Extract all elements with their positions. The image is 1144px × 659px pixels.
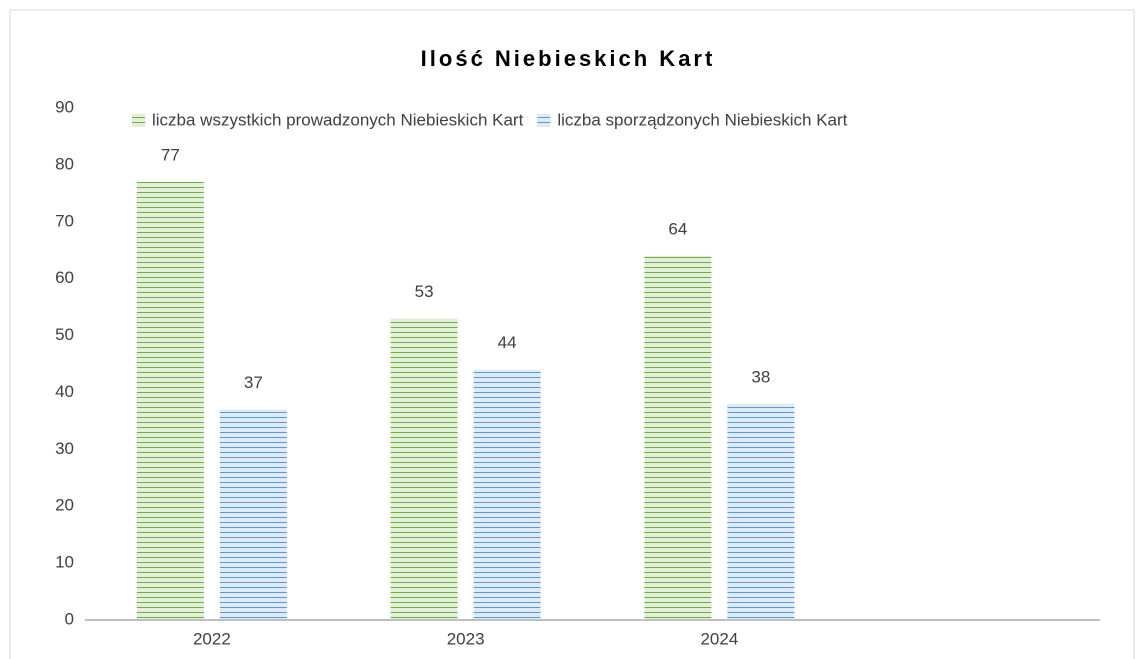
y-tick-label: 80 [55,154,74,173]
x-tick-label: 2022 [193,629,231,648]
y-tick-label: 70 [55,211,74,230]
y-tick-label: 10 [55,553,74,572]
y-tick-label: 50 [55,325,74,344]
bar [473,369,541,620]
data-label: 37 [244,373,263,392]
data-label: 44 [498,333,517,352]
x-tick-label: 2023 [447,629,485,648]
y-tick-label: 20 [55,496,74,515]
y-tick-label: 60 [55,268,74,287]
chart-border [9,9,1135,659]
data-label: 38 [751,367,770,386]
bar [644,255,712,620]
y-tick-label: 40 [55,382,74,401]
legend-swatch [537,114,551,127]
chart-title: Ilość Niebieskich Kart [421,46,716,71]
bar [727,403,795,620]
y-tick-label: 30 [55,439,74,458]
legend-label: liczba wszystkich prowadzonych Niebieski… [152,110,524,129]
legend-swatch [132,114,145,127]
data-label: 53 [415,282,434,301]
data-label: 77 [161,145,180,164]
data-label: 64 [668,219,687,238]
bar [136,181,204,620]
legend-label: liczba sporządzonych Niebieskich Kart [557,110,847,129]
y-tick-label: 0 [65,609,74,628]
bar [219,409,287,620]
bar [390,318,458,620]
x-tick-label: 2024 [700,629,738,648]
y-tick-label: 90 [55,97,74,116]
